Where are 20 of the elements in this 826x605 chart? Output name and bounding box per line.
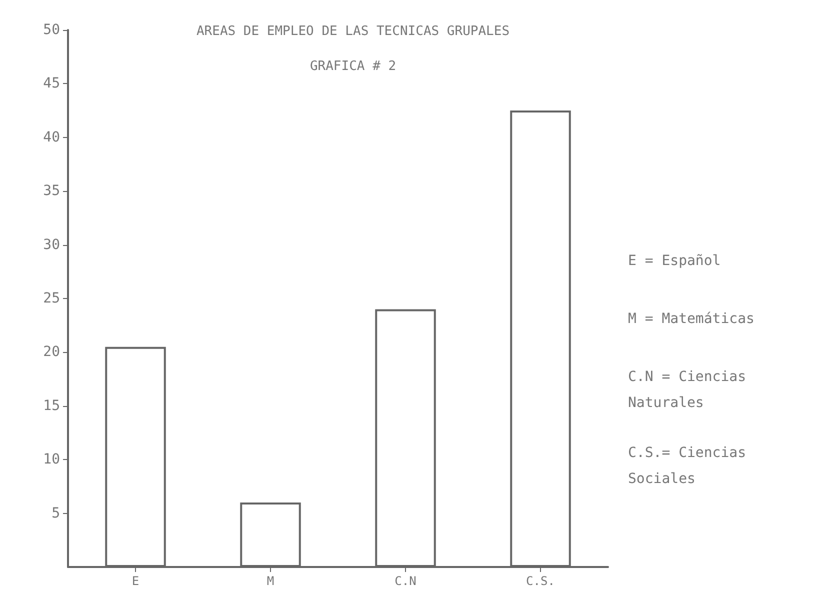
y-tick-label: 15 [43,398,60,414]
x-tick-label: C.S. [526,574,555,588]
y-tick-label: 25 [43,290,60,306]
x-tick-label: M [266,574,274,588]
text: C.S.= Ciencias Sociales [628,445,746,487]
text: M = Matemáticas [628,311,754,327]
text: C.N = Ciencias Naturales [628,369,746,411]
chart-title: AREAS DE EMPLEO DE LAS TECNICAS GRUPALES [196,24,510,39]
y-tick-label: 5 [52,505,60,522]
y-tick-label: 35 [43,183,60,200]
y-tick-label: 50 [43,22,60,38]
y-tick-label: 10 [43,452,60,468]
x-tick-label: C.N [394,574,416,588]
y-tick-label: 40 [43,129,60,146]
x-tick-label: E [132,574,140,588]
y-tick-label: 20 [43,344,60,360]
text: GRAFICA # 2 [310,59,396,74]
y-tick-label: 45 [43,76,60,92]
text: E = Español [628,253,721,269]
y-tick-label: 30 [43,236,60,253]
